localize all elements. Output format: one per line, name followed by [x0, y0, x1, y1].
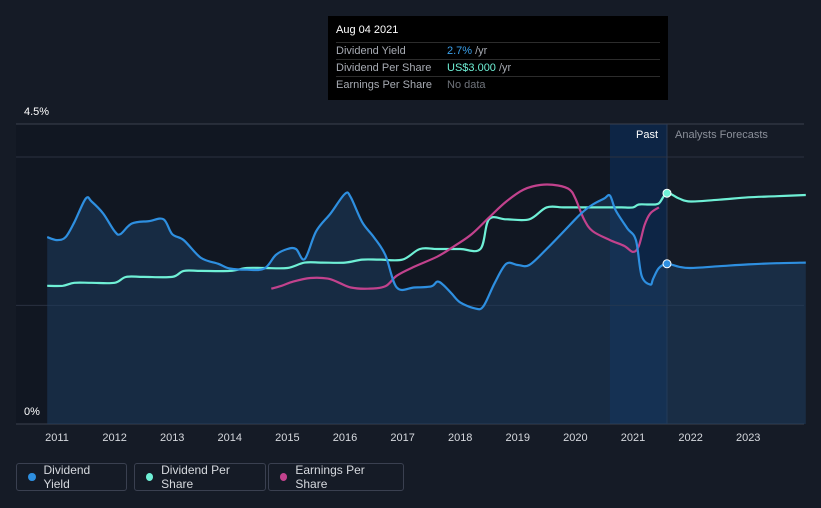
x-tick-label: 2013 — [160, 432, 184, 444]
legend-item-dividend-per-share[interactable]: Dividend Per Share — [134, 463, 266, 491]
x-tick-label: 2016 — [333, 432, 357, 444]
x-tick-label: 2021 — [621, 432, 645, 444]
x-tick-label: 2022 — [678, 432, 702, 444]
legend-dot-icon — [280, 473, 288, 481]
tooltip-label: Dividend Per Share — [336, 62, 432, 74]
x-tick-label: 2023 — [736, 432, 760, 444]
past-region-label: Past — [636, 129, 659, 141]
tooltip-row-dividend-per-share: Dividend Per Share US$3.000 /yr — [336, 59, 660, 76]
dividend-yield-marker — [662, 259, 672, 269]
dividend-per-share-line — [47, 192, 806, 288]
legend-dot-icon — [28, 473, 36, 481]
x-tick-label: 2012 — [102, 432, 126, 444]
x-tick-label: 2018 — [448, 432, 472, 444]
tooltip-value: US$3.000 — [447, 62, 496, 74]
legend-dot-icon — [146, 473, 154, 481]
x-tick-label: 2017 — [390, 432, 414, 444]
forecast-region-label: Analysts Forecasts — [675, 129, 768, 141]
tooltip-date: Aug 04 2021 — [336, 24, 399, 36]
x-tick-label: 2014 — [218, 432, 242, 444]
tooltip-unit: /yr — [475, 45, 488, 57]
x-tick-label: 2020 — [563, 432, 587, 444]
tooltip-row-earnings-per-share: Earnings Per Share No data — [336, 76, 660, 93]
dividend-yield-area — [47, 192, 806, 424]
y-tick-label-zero: 0% — [24, 406, 40, 418]
dividend-yield-line — [46, 191, 806, 311]
tooltip-unit: /yr — [498, 62, 512, 74]
legend-label: Earnings Per Share — [295, 463, 365, 491]
tooltip-label: Dividend Yield — [336, 45, 406, 57]
x-tick-label: 2015 — [275, 432, 299, 444]
data-tooltip: Aug 04 2021 Dividend Yield 2.7% /yr Divi… — [328, 16, 668, 100]
legend-item-dividend-yield[interactable]: Dividend Yield — [16, 463, 127, 491]
x-tick-label: 2011 — [45, 432, 69, 444]
y-tick-label-max: 4.5% — [24, 106, 50, 118]
earnings-per-share-line — [270, 183, 660, 290]
tooltip-label: Earnings Per Share — [336, 79, 432, 91]
tooltip-row-dividend-yield: Dividend Yield 2.7% /yr — [336, 42, 660, 59]
tooltip-value: No data — [447, 79, 486, 91]
legend-item-earnings-per-share[interactable]: Earnings Per Share — [268, 463, 404, 491]
dividend-per-share-marker — [662, 188, 672, 198]
legend-label: Dividend Yield — [43, 463, 91, 491]
tooltip-value: 2.7% — [447, 45, 473, 57]
x-tick-label: 2019 — [506, 432, 530, 444]
legend-label: Dividend Per Share — [161, 463, 230, 491]
